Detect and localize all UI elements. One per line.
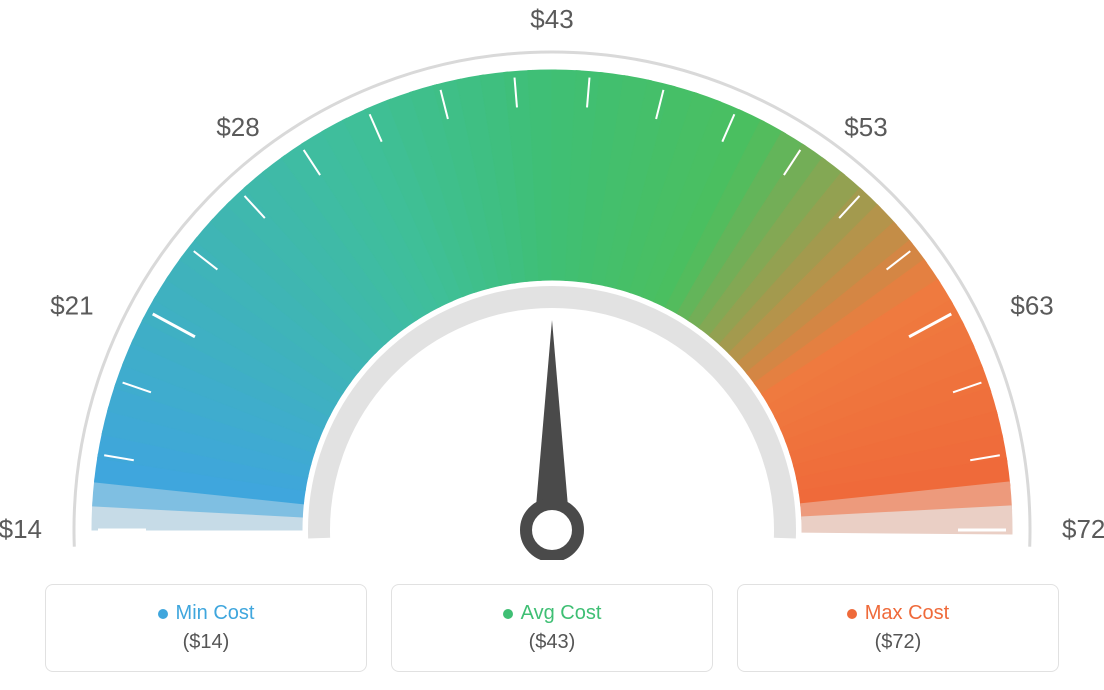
cost-gauge-chart: $14 $21 $28 $43 $53 $63 $72 Min Cost ($14) Avg… [0,0,1104,690]
gauge-area: $14 $21 $28 $43 $53 $63 $72 [0,0,1104,560]
legend-title-max: Max Cost [847,602,949,625]
svg-text:$21: $21 [50,290,93,320]
svg-text:$28: $28 [216,112,259,142]
svg-text:$72: $72 [1062,514,1104,544]
legend-value-avg: ($43) [529,631,576,654]
svg-text:$43: $43 [530,4,573,34]
svg-text:$63: $63 [1010,290,1053,320]
legend-label-min: Min Cost [176,602,255,625]
legend-card-min: Min Cost ($14) [45,584,367,672]
legend-label-avg: Avg Cost [521,602,602,625]
gauge-svg: $14 $21 $28 $43 $53 $63 $72 [0,0,1104,560]
legend-dot-avg [503,609,513,619]
legend-card-max: Max Cost ($72) [737,584,1059,672]
legend-label-max: Max Cost [865,602,949,625]
svg-text:$53: $53 [844,112,887,142]
legend-title-min: Min Cost [158,602,255,625]
legend-row: Min Cost ($14) Avg Cost ($43) Max Cost (… [0,584,1104,672]
legend-value-max: ($72) [875,631,922,654]
legend-dot-max [847,609,857,619]
legend-dot-min [158,609,168,619]
legend-title-avg: Avg Cost [503,602,602,625]
svg-text:$14: $14 [0,514,42,544]
legend-card-avg: Avg Cost ($43) [391,584,713,672]
legend-value-min: ($14) [183,631,230,654]
